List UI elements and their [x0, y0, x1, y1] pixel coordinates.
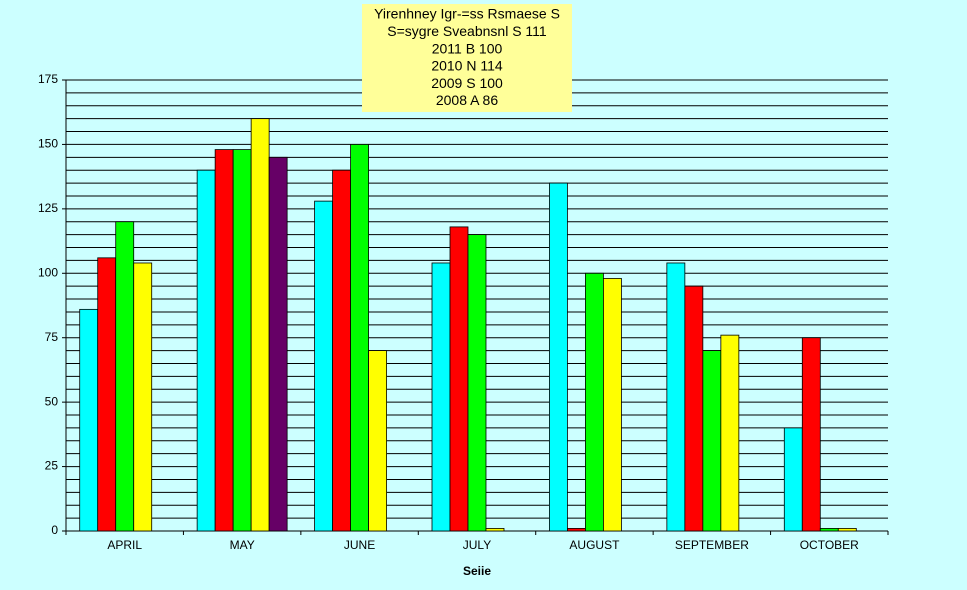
bar	[783, 427, 803, 532]
bar	[837, 528, 857, 532]
title-line: 2009 S 100	[431, 75, 503, 91]
title-line: Yirenhney Igr-=ss Rsmaese S	[374, 6, 560, 22]
bar	[702, 350, 722, 532]
title-line: 2008 A 86	[436, 92, 499, 108]
y-tick-label: 0	[51, 523, 58, 537]
bar	[603, 278, 622, 532]
bar	[666, 262, 686, 532]
bar	[819, 528, 839, 532]
bar	[133, 262, 153, 532]
title-box: Yirenhney Igr-=ss Rsmaese SS=sygre Sveab…	[362, 4, 572, 112]
bar	[585, 272, 604, 532]
bar	[467, 234, 487, 532]
bar	[368, 350, 387, 532]
bar	[268, 156, 288, 532]
y-tick-label: 50	[45, 394, 59, 408]
x-tick-label: MAY	[230, 538, 255, 552]
title-line: 2010 N 114	[431, 58, 503, 74]
bar	[250, 118, 270, 532]
bar	[97, 257, 117, 532]
bar	[485, 528, 505, 532]
title-line: S=sygre Sveabnsnl S 111	[387, 23, 547, 39]
y-tick-label: 100	[38, 265, 58, 279]
x-tick-label: AUGUST	[569, 538, 620, 552]
bar	[314, 200, 333, 532]
bar	[350, 144, 369, 532]
bar	[684, 285, 704, 532]
bar	[79, 308, 99, 532]
title-background	[362, 4, 572, 112]
x-tick-label: JUNE	[344, 538, 375, 552]
y-tick-label: 125	[38, 201, 58, 215]
y-tick-label: 25	[45, 459, 59, 473]
bar	[431, 262, 451, 532]
bar	[196, 169, 216, 532]
x-tick-label: OCTOBER	[800, 538, 859, 552]
bar	[549, 182, 568, 532]
x-tick-label: JULY	[463, 538, 491, 552]
x-tick-label: APRIL	[107, 538, 142, 552]
x-tick-label: SEPTEMBER	[675, 538, 749, 552]
x-axis-title: Seiie	[463, 564, 491, 578]
bar	[232, 149, 252, 532]
bar	[115, 221, 135, 532]
bar	[720, 334, 740, 532]
bar	[332, 169, 351, 532]
y-tick-label: 75	[45, 330, 59, 344]
y-tick-label: 150	[38, 137, 58, 151]
title-line: 2011 B 100	[432, 40, 503, 56]
bar	[449, 226, 469, 532]
bar	[567, 528, 586, 532]
bar	[214, 149, 234, 532]
bar	[801, 337, 821, 532]
y-tick-label: 175	[38, 72, 58, 86]
